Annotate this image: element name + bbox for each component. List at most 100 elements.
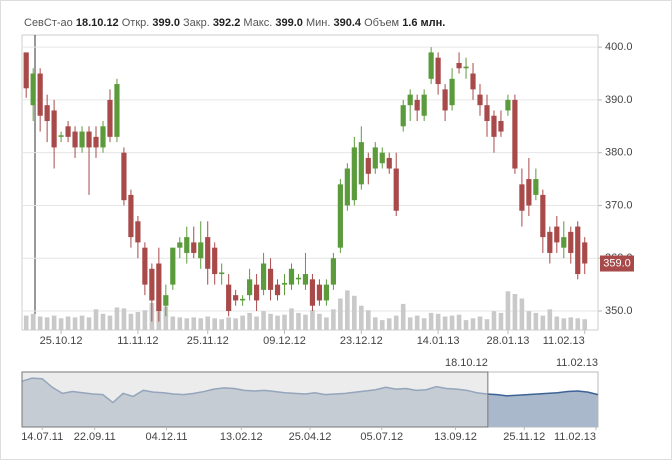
- volume-bar: [561, 318, 567, 330]
- volume-bar: [303, 314, 308, 330]
- volume-bar: [407, 317, 413, 330]
- candle-body: [44, 105, 50, 122]
- candle-body: [344, 168, 350, 206]
- candle-body: [428, 52, 434, 79]
- x-tick-label: 11.11.12: [117, 335, 158, 347]
- volume-bar: [142, 310, 148, 330]
- navigator-tick-label: 13.09.12: [434, 431, 477, 443]
- candle-body: [253, 284, 260, 301]
- candle-body: [114, 84, 120, 137]
- candle-body: [491, 115, 497, 137]
- navigator-tick-label: 13.02.12: [220, 431, 263, 443]
- y-tick-label: 370.0: [605, 199, 633, 211]
- candle-body: [79, 131, 85, 148]
- candle-body: [23, 52, 29, 89]
- volume-bar: [268, 313, 273, 330]
- volume-bar: [240, 315, 245, 330]
- volume-bar: [359, 305, 364, 330]
- volume-bar: [575, 318, 581, 330]
- volume-bar: [379, 320, 385, 330]
- candle-body: [484, 105, 490, 122]
- volume-bar: [100, 313, 106, 330]
- volume-bar: [505, 291, 511, 330]
- candle-body: [58, 135, 64, 137]
- volume-bar: [456, 314, 462, 330]
- candle-body: [93, 136, 99, 148]
- candle-body: [135, 221, 141, 243]
- field-value: 399.0: [152, 17, 180, 29]
- volume-bar: [526, 311, 532, 330]
- candle-body: [393, 168, 399, 211]
- volume-bar: [233, 318, 238, 330]
- volume-bar: [254, 316, 259, 330]
- candle-body: [575, 226, 581, 275]
- field-value: 399.0: [275, 17, 303, 29]
- volume-bar: [324, 317, 329, 330]
- field-value: 390.4: [333, 17, 362, 29]
- candle-body: [470, 73, 476, 90]
- candle-body: [100, 126, 106, 148]
- candle-body: [316, 284, 323, 301]
- candle-body: [519, 184, 525, 211]
- volume-bar: [79, 315, 85, 330]
- volume-bar: [121, 308, 127, 330]
- candle-body: [400, 105, 406, 127]
- candle-body: [128, 194, 134, 238]
- volume-bar: [65, 316, 71, 330]
- volume-bar: [449, 315, 455, 330]
- candle-body: [205, 237, 211, 269]
- volume-bar: [470, 318, 476, 330]
- volume-bar: [219, 319, 224, 330]
- candle-body: [386, 157, 392, 169]
- volume-bar: [491, 311, 497, 330]
- candle-body: [568, 231, 574, 253]
- volume-bar: [477, 316, 483, 330]
- candle-body: [365, 157, 371, 174]
- volume-bar: [261, 311, 266, 330]
- last-price-label: 359.0: [603, 257, 631, 269]
- volume-bar: [226, 317, 231, 330]
- volume-bar: [554, 316, 560, 330]
- candle-body: [198, 242, 204, 259]
- volume-bar: [44, 317, 50, 330]
- candle-body: [121, 152, 127, 201]
- candle-body: [191, 242, 197, 253]
- volume-bar: [58, 318, 64, 330]
- candle-body: [421, 94, 427, 116]
- candle-body: [281, 283, 288, 285]
- volume-bar: [547, 309, 553, 330]
- volume-bar: [114, 307, 120, 330]
- volume-bar: [317, 313, 322, 330]
- candle-body: [449, 78, 455, 106]
- field-label: Объем: [364, 17, 400, 29]
- volume-bar: [51, 315, 57, 330]
- candle-body: [274, 284, 281, 296]
- candle-body: [86, 131, 92, 148]
- candle-body: [302, 274, 309, 285]
- candle-body: [512, 99, 518, 169]
- candle-body: [477, 94, 483, 106]
- volume-bar: [400, 303, 406, 330]
- volume-bar: [484, 319, 490, 330]
- x-tick-label: 25.11.12: [187, 335, 229, 347]
- candle-body: [337, 184, 343, 248]
- volume-bar: [498, 312, 504, 330]
- volume-bar: [37, 316, 43, 330]
- field-label: Мин.: [305, 17, 331, 29]
- candle-body: [240, 298, 246, 301]
- volume-bar: [289, 308, 294, 330]
- candle-body: [170, 247, 176, 285]
- candle-body: [226, 284, 232, 312]
- candle-body: [149, 268, 155, 301]
- volume-bar: [393, 315, 399, 330]
- volume-bar: [345, 290, 350, 330]
- volume-bar: [212, 318, 217, 330]
- volume-bar: [519, 298, 525, 330]
- field-value: 392.2: [212, 17, 241, 29]
- candle-body: [414, 99, 420, 111]
- x-tick-label: 25.10.12: [40, 335, 83, 347]
- volume-bar: [331, 309, 336, 330]
- candle-body: [233, 295, 239, 301]
